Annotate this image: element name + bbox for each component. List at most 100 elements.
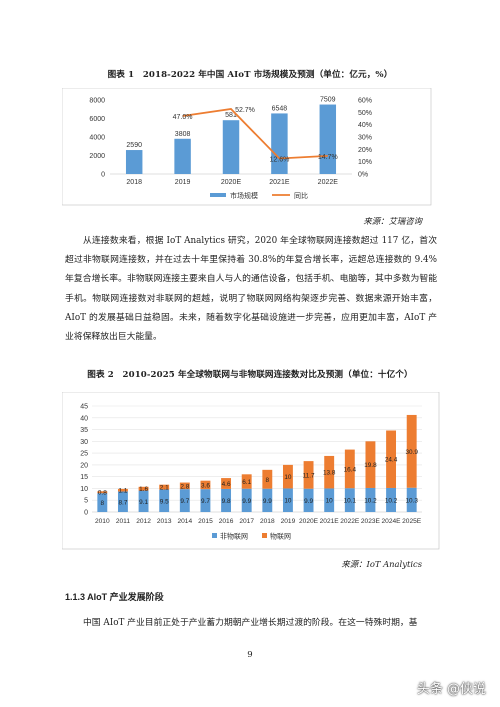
- line-value-label: 52.7%: [235, 107, 255, 114]
- x-tick-label: 2021E: [320, 518, 340, 525]
- bar-iot-2022E: [344, 449, 355, 489]
- x-tick-label: 2015: [198, 518, 213, 525]
- data-label: 6.1: [242, 479, 251, 486]
- watermark: 头条 @侠说: [416, 682, 486, 697]
- y-tick-label: 5: [84, 498, 88, 505]
- bar-non-iot-2010: [97, 493, 108, 512]
- bar-2018: [125, 150, 143, 174]
- chart-1-svg: 0 2000 4000 6000 8000 0% 10% 20% 30% 40% 50% 60% 259…: [62, 88, 432, 206]
- bar-iot-2012: [138, 486, 149, 491]
- data-label: 10.3: [405, 497, 418, 504]
- x-tick-label: 2019: [175, 179, 191, 186]
- figure-1-source: 来源：艾瑞咨询: [363, 216, 422, 226]
- bar-iot-2016: [221, 478, 232, 489]
- x-tick-label: 2025E: [402, 518, 422, 525]
- line-yoy: [182, 108, 328, 160]
- data-label: 16.4: [344, 466, 357, 473]
- bar-non-iot-2017: [241, 488, 252, 512]
- chart-1-frame: [62, 88, 432, 206]
- x-tick-label: 2012: [136, 518, 151, 525]
- y-tick-label: 30: [80, 439, 88, 446]
- data-label: 2.8: [180, 483, 189, 490]
- legend-label: 同比: [294, 191, 308, 200]
- data-label: 19.8: [364, 462, 377, 469]
- data-label: 9.9: [242, 498, 251, 505]
- y-tick-label: 6000: [89, 116, 105, 123]
- bar-value-label: 2590: [126, 142, 142, 149]
- bar-non-iot-2011: [117, 491, 128, 512]
- page-number: 9: [247, 650, 253, 660]
- line-value-label: 12.6%: [269, 156, 289, 163]
- figure-2-title: 图表 2 2010-2025 年全球物联网与非物联网连接数对比及预测（单位：十亿…: [87, 370, 413, 380]
- data-label: 0.8: [98, 490, 107, 497]
- bar-non-iot-2020E: [303, 488, 314, 512]
- data-label: 9.9: [304, 498, 313, 505]
- y-tick-label: 2000: [89, 153, 105, 160]
- x-tick-label: 2018: [126, 179, 142, 186]
- y2-tick-label: 40%: [358, 122, 372, 129]
- bar-2019: [174, 138, 191, 174]
- y2-tick-label: 30%: [358, 135, 372, 142]
- data-label: 9.7: [201, 498, 210, 505]
- bar-value-label: 3808: [175, 131, 191, 138]
- chart-2-frame: [62, 392, 440, 550]
- bar-iot-2025E: [406, 414, 417, 488]
- y-tick-label: 20: [80, 462, 88, 469]
- legend-label: 非物联网: [220, 532, 248, 541]
- data-label: 9.9: [263, 498, 272, 505]
- bar-value-label: 7509: [320, 97, 336, 104]
- paragraph-1: 从连接数来看，根据 IoT Analytics 研究，2020 年全球物联网连接…: [65, 236, 437, 343]
- bar-iot-2015: [200, 480, 211, 490]
- bar-iot-2013: [159, 484, 170, 490]
- legend-swatch: [262, 533, 267, 538]
- data-label: 9.7: [180, 498, 189, 505]
- bar-non-iot-2021E: [324, 488, 335, 512]
- legend-swatch: [212, 533, 217, 538]
- bar-iot-2019: [282, 464, 293, 489]
- y-tick-label: 35: [80, 427, 88, 434]
- chart-2-svg: 0 5 10 15 20 25 30 35 40 45 8 0.8 2010 8.7 1.1 2011 9.1 1…: [62, 392, 440, 550]
- line-value-label: 14.7%: [318, 154, 338, 161]
- x-tick-label: 2010: [95, 518, 110, 525]
- data-label: 10.1: [344, 498, 357, 505]
- y-tick-label: 10: [80, 486, 88, 493]
- data-label: 3.6: [201, 482, 210, 489]
- y2-tick-label: 10%: [358, 159, 372, 166]
- data-label: 10: [284, 474, 292, 481]
- bar-value-label: 6548: [272, 105, 288, 112]
- figure-1-title: 图表 1 2018-2022 年中国 AIoT 市场规模及预测（单位：亿元，%）: [107, 70, 393, 80]
- data-label: 1.6: [139, 486, 148, 493]
- bar-non-iot-2022E: [344, 488, 355, 512]
- x-tick-label: 2013: [157, 518, 172, 525]
- bar-iot-2023E: [365, 441, 376, 488]
- bar-2020E: [222, 120, 240, 174]
- bar-iot-2020E: [303, 461, 314, 489]
- data-label: 10: [284, 498, 292, 505]
- bar-non-iot-2016: [221, 488, 232, 512]
- y-tick-label: 25: [80, 451, 88, 458]
- bar-non-iot-2014: [179, 489, 190, 512]
- y2-tick-label: 0%: [358, 172, 368, 179]
- data-label: 10.2: [364, 497, 377, 504]
- y-tick-label: 15: [80, 474, 88, 481]
- x-tick-label: 2024E: [382, 518, 402, 525]
- bar-non-iot-2013: [159, 489, 170, 512]
- y2-tick-label: 50%: [358, 110, 372, 117]
- bar-iot-2010: [97, 491, 108, 494]
- bar-non-iot-2018: [262, 488, 273, 512]
- data-label: 2.1: [160, 485, 169, 492]
- data-label: 9.5: [160, 498, 169, 505]
- x-tick-label: 2017: [239, 518, 254, 525]
- data-label: 30.9: [405, 449, 418, 456]
- x-tick-label: 2020E: [221, 179, 242, 186]
- data-label: 1.1: [118, 488, 127, 495]
- paragraph-2: 中国 AIoT 产业目前正处于产业蓄力期朝产业增长期过渡的阶段。在这一特殊时期，…: [83, 618, 418, 628]
- x-tick-label: 2018: [260, 518, 275, 525]
- bar-iot-2021E: [324, 455, 335, 489]
- x-tick-label: 2016: [219, 518, 234, 525]
- x-tick-label: 2022E: [340, 518, 360, 525]
- y2-tick-label: 20%: [358, 147, 372, 154]
- data-label: 13.8: [323, 470, 336, 477]
- y-tick-label: 0: [101, 172, 105, 179]
- line-value-label: 47.0%: [173, 114, 193, 121]
